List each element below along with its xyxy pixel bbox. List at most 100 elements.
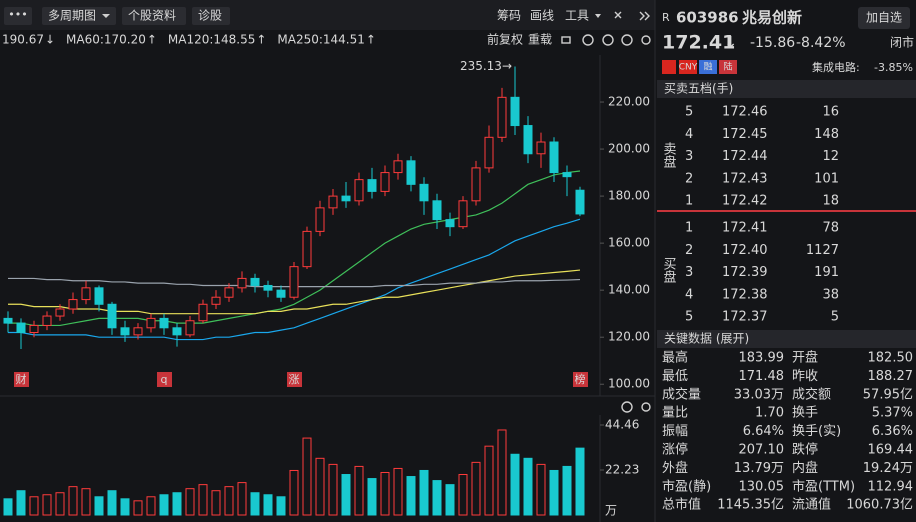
toolbar-label[interactable]: 多周期图	[48, 9, 96, 23]
price-arrow: ↓	[724, 33, 737, 52]
tool-label[interactable]: 重载	[528, 33, 552, 47]
book-level: 1	[685, 194, 693, 209]
watch-label[interactable]: 加自选	[866, 11, 902, 25]
close-icon[interactable]	[621, 401, 633, 413]
book-volume: 1127	[806, 243, 839, 258]
candle-body	[315, 207, 325, 232]
legend-arrow: ↑	[256, 33, 266, 47]
y-tick-label: 200.00	[608, 142, 650, 156]
y-tick-label: 44.46	[605, 418, 639, 432]
key-value: 169.44	[868, 443, 914, 458]
volume-bar	[289, 469, 299, 516]
candle-body	[133, 327, 143, 336]
candle-body	[146, 317, 156, 329]
volume-bar	[237, 482, 247, 516]
candle-body	[198, 303, 208, 322]
key-value: 1145.35亿	[717, 498, 784, 513]
event-label: 财	[16, 372, 27, 386]
y-tick-label: 120.00	[608, 330, 650, 344]
tag-label: 陆	[723, 61, 732, 73]
key-label: 内盘	[792, 460, 818, 476]
fullscreen-icon[interactable]	[614, 11, 622, 19]
volume-bar	[120, 498, 130, 516]
y-tick-label: 160.00	[608, 236, 650, 250]
legend-label: MA250:144.51	[277, 33, 365, 47]
book-price: 172.46	[722, 105, 768, 120]
candle-body	[16, 322, 26, 334]
key-label: 流通值	[792, 497, 831, 513]
volume-bar	[510, 453, 520, 516]
volume-bar	[354, 465, 364, 516]
undo-icon[interactable]	[582, 34, 594, 46]
sector-change: -3.85%	[874, 61, 913, 74]
key-value: 33.03万	[734, 387, 784, 402]
book-price: 172.38	[722, 287, 768, 302]
watch-button[interactable]	[858, 7, 910, 29]
book-price: 172.39	[722, 265, 768, 280]
menu-button[interactable]	[4, 7, 32, 25]
event-marker[interactable]	[14, 372, 29, 387]
side-label: 卖盘	[661, 142, 677, 168]
event-label: 榜	[575, 372, 586, 386]
volume-bar	[263, 494, 273, 516]
ma-line	[8, 218, 581, 341]
volume-bar	[29, 496, 39, 516]
lock-icon[interactable]	[561, 36, 571, 44]
toolbar-label[interactable]: 画线	[530, 9, 554, 23]
collapse-icon[interactable]	[639, 11, 650, 21]
key-value: 6.64%	[743, 424, 784, 439]
book-level: 1	[685, 221, 693, 236]
key-value: 19.24万	[863, 461, 913, 476]
key-label: 开盘	[792, 350, 818, 366]
book-level: 4	[685, 127, 693, 142]
candle-body	[419, 183, 429, 202]
candle-body	[185, 320, 195, 336]
volume-bar	[68, 486, 78, 516]
candle-body	[172, 327, 182, 336]
settings-icon[interactable]	[641, 402, 651, 412]
side-label: 买盘	[661, 257, 677, 283]
event-marker[interactable]	[157, 372, 172, 387]
key-value: 1060.73亿	[846, 498, 913, 513]
toolbar-button[interactable]	[42, 7, 116, 25]
toolbar-button[interactable]	[192, 7, 230, 25]
volume-bar	[328, 463, 338, 516]
key-value: 130.05	[739, 479, 785, 494]
candle-body	[562, 172, 572, 178]
volume-bar	[549, 469, 559, 516]
section-title: 买卖五档(手)	[664, 82, 733, 96]
minus-icon[interactable]	[621, 34, 633, 46]
candle-body	[68, 299, 78, 310]
toolbar-label[interactable]: 诊股	[198, 9, 222, 23]
candle-body	[224, 287, 234, 298]
settings-icon[interactable]	[641, 35, 651, 45]
event-marker[interactable]	[287, 372, 302, 387]
toolbar-label[interactable]: 个股资料	[128, 9, 176, 23]
book-volume: 191	[814, 265, 839, 280]
book-level: 5	[685, 310, 693, 325]
tag-label: 融	[703, 62, 712, 73]
key-value: 183.99	[739, 351, 785, 366]
event-marker[interactable]	[573, 372, 588, 387]
add-icon[interactable]	[602, 34, 614, 46]
key-value: 57.95亿	[863, 387, 913, 402]
legend-label: MA120:148.55	[168, 33, 256, 47]
flag-icon	[662, 60, 676, 74]
candle-body	[393, 160, 403, 174]
key-label: 最低	[662, 369, 688, 384]
key-value: 6.36%	[872, 424, 913, 439]
book-price: 172.43	[722, 171, 768, 186]
price-change: -15.86	[750, 35, 795, 51]
candle-body	[3, 317, 13, 324]
tag[interactable]	[679, 60, 697, 74]
tag[interactable]	[699, 60, 717, 74]
tag[interactable]	[719, 60, 737, 74]
candle-body	[406, 160, 416, 185]
tool-label[interactable]: 前复权	[487, 32, 523, 47]
volume-bar	[185, 488, 195, 516]
key-label: 总市值	[662, 497, 701, 513]
toolbar-button[interactable]	[122, 7, 186, 25]
candle-body	[81, 287, 91, 301]
toolbar-label[interactable]: 工具	[565, 9, 589, 23]
toolbar-label[interactable]: 筹码	[497, 9, 521, 23]
